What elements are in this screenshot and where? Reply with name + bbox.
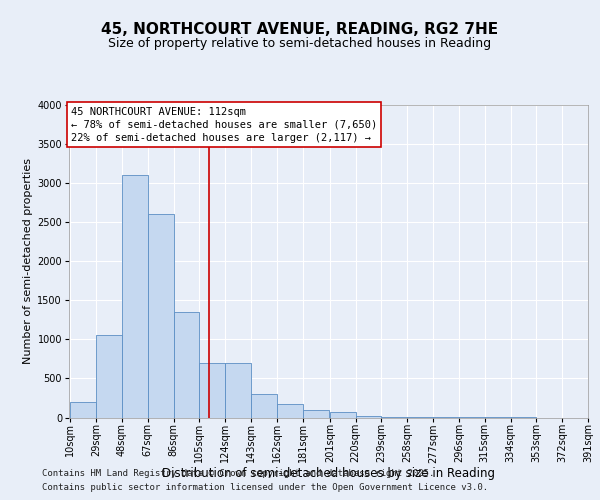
Bar <box>122 176 148 418</box>
Bar <box>302 410 329 418</box>
Bar <box>96 336 122 417</box>
Text: 45, NORTHCOURT AVENUE, READING, RG2 7HE: 45, NORTHCOURT AVENUE, READING, RG2 7HE <box>101 22 499 38</box>
Bar <box>173 312 199 418</box>
Bar <box>251 394 277 417</box>
Text: Contains public sector information licensed under the Open Government Licence v3: Contains public sector information licen… <box>42 483 488 492</box>
Bar <box>225 363 251 418</box>
Bar <box>330 412 356 418</box>
Text: Contains HM Land Registry data © Crown copyright and database right 2025.: Contains HM Land Registry data © Crown c… <box>42 470 434 478</box>
Y-axis label: Number of semi-detached properties: Number of semi-detached properties <box>23 158 33 364</box>
X-axis label: Distribution of semi-detached houses by size in Reading: Distribution of semi-detached houses by … <box>162 466 495 479</box>
Bar <box>382 416 407 418</box>
Text: Size of property relative to semi-detached houses in Reading: Size of property relative to semi-detach… <box>109 38 491 51</box>
Bar <box>199 363 225 418</box>
Bar <box>70 402 96 417</box>
Bar <box>148 214 173 418</box>
Bar <box>277 404 302 417</box>
Bar <box>356 416 382 418</box>
Text: 45 NORTHCOURT AVENUE: 112sqm
← 78% of semi-detached houses are smaller (7,650)
2: 45 NORTHCOURT AVENUE: 112sqm ← 78% of se… <box>71 106 377 143</box>
